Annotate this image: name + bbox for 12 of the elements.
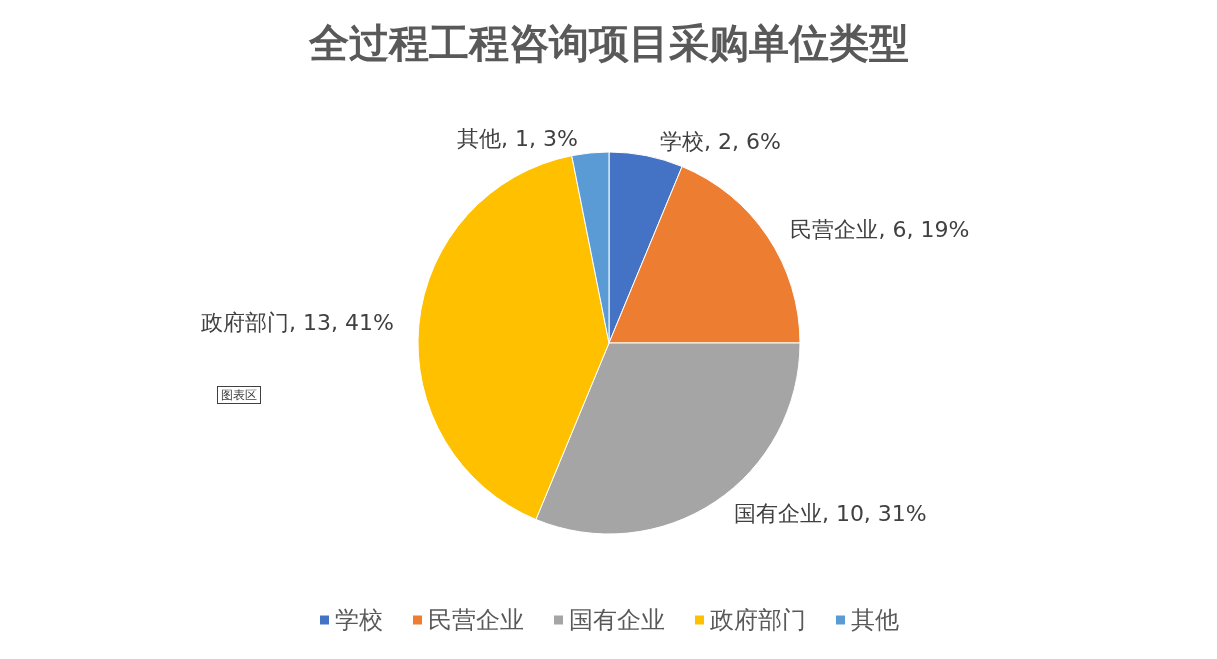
data-label: 民营企业, 6, 19% [790, 216, 970, 242]
data-label: 其他, 1, 3% [457, 126, 578, 152]
data-label: 政府部门, 13, 41% [201, 310, 394, 336]
legend-label: 其他 [851, 606, 899, 634]
chart-title: 全过程工程咨询项目采购单位类型 [307, 20, 909, 66]
legend-label: 学校 [335, 606, 383, 634]
legend-label: 政府部门 [710, 606, 806, 634]
data-label: 国有企业, 10, 31% [733, 500, 927, 526]
text: 图表区 [221, 388, 257, 402]
data-label: 学校, 2, 6% [659, 129, 781, 155]
legend-label: 民营企业 [428, 606, 524, 634]
legend-label: 国有企业 [569, 606, 665, 634]
